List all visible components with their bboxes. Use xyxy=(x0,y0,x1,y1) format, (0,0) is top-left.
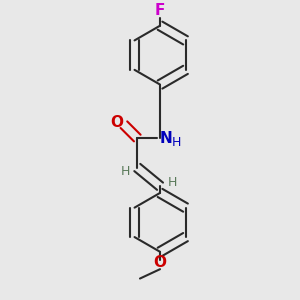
Text: H: H xyxy=(171,136,181,148)
Text: O: O xyxy=(111,115,124,130)
Text: F: F xyxy=(155,4,165,19)
Text: H: H xyxy=(121,165,130,178)
Text: H: H xyxy=(167,176,177,189)
Text: O: O xyxy=(154,255,166,270)
Text: N: N xyxy=(160,130,172,146)
